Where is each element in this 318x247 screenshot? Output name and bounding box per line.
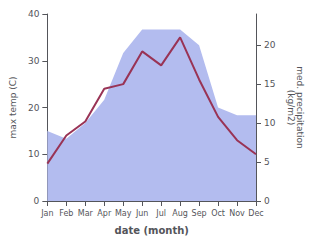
svg-text:40: 40 (28, 9, 40, 19)
svg-text:Feb: Feb (59, 209, 73, 218)
svg-text:max temp (C): max temp (C) (8, 76, 18, 138)
svg-text:Aug: Aug (172, 209, 188, 218)
svg-text:Jan: Jan (40, 209, 53, 218)
svg-text:Jun: Jun (135, 209, 149, 218)
svg-text:Jul: Jul (155, 209, 166, 218)
svg-text:Sep: Sep (192, 209, 207, 218)
svg-text:5: 5 (264, 157, 270, 167)
svg-text:May: May (115, 209, 132, 218)
svg-text:20: 20 (264, 40, 276, 50)
svg-text:Apr: Apr (97, 209, 112, 218)
svg-text:15: 15 (264, 79, 275, 89)
svg-text:Oct: Oct (211, 209, 225, 218)
svg-text:Mar: Mar (78, 209, 94, 218)
svg-text:30: 30 (28, 56, 40, 66)
svg-text:Dec: Dec (248, 209, 263, 218)
svg-text:0: 0 (34, 196, 40, 206)
svg-text:20: 20 (28, 103, 40, 113)
svg-text:date (month): date (month) (114, 225, 188, 236)
svg-text:Nov: Nov (229, 209, 245, 218)
svg-text:0: 0 (264, 196, 270, 206)
svg-text:10: 10 (28, 149, 40, 159)
svg-text:10: 10 (264, 118, 276, 128)
svg-text:(kg/m2): (kg/m2) (286, 90, 296, 125)
svg-text:med. precipitation: med. precipitation (294, 66, 305, 149)
